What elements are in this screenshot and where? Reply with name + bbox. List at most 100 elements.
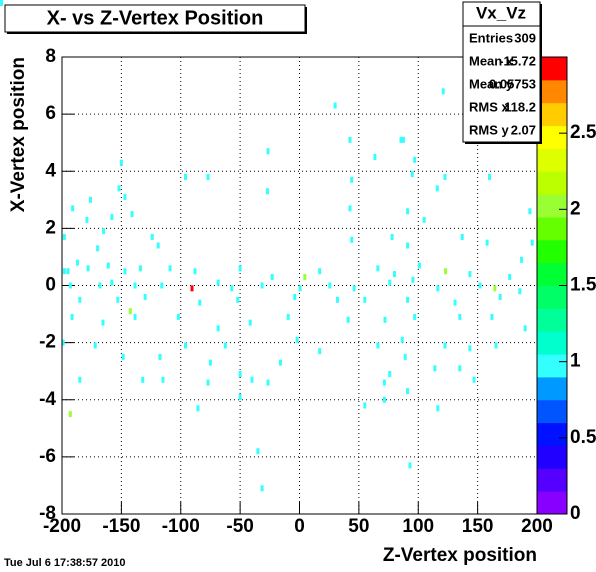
cell (468, 271, 472, 278)
cell (66, 268, 70, 275)
cell (75, 259, 79, 266)
cell (433, 365, 437, 372)
cell (490, 313, 494, 320)
cell (156, 242, 160, 249)
cell (441, 88, 445, 95)
cell (85, 216, 89, 223)
cell (411, 276, 415, 283)
y-axis-title: X-Vertex position (8, 57, 29, 212)
cell (406, 242, 410, 249)
cell (61, 339, 65, 346)
cell (382, 396, 386, 403)
cell (68, 282, 72, 289)
stats-label: RMS y (469, 122, 510, 137)
cell (110, 279, 114, 286)
cell (150, 233, 154, 240)
palette-band (537, 331, 567, 355)
stats-label: Mean x (469, 53, 514, 68)
cell (410, 171, 414, 178)
cell (236, 296, 240, 303)
cell (193, 268, 197, 275)
cell (413, 156, 417, 163)
palette-band (537, 79, 567, 104)
cell (390, 233, 394, 240)
cell (141, 376, 145, 383)
z-tick-label: 2.5 (570, 122, 596, 143)
palette-band (537, 308, 567, 332)
cell (0, 0, 3, 6)
cell (417, 262, 421, 269)
palette-band (537, 491, 567, 515)
stats-label: Entries (469, 30, 513, 45)
cell (520, 256, 524, 263)
cell (444, 268, 448, 275)
stats-label: Mean y (469, 76, 514, 91)
cell (403, 353, 407, 360)
cell (318, 348, 322, 355)
palette-band (537, 285, 567, 309)
z-tick-label: 0 (570, 503, 581, 524)
y-tick-label: -4 (39, 389, 56, 410)
x-tick-label: -50 (226, 516, 253, 537)
cell (96, 245, 100, 252)
cell (399, 136, 403, 143)
cell (198, 299, 202, 306)
title-frame (4, 4, 306, 33)
x-tick-label: 100 (402, 516, 434, 537)
cell (184, 342, 187, 349)
cell (348, 205, 352, 212)
cell (230, 285, 234, 292)
y-tick-label: 0 (45, 275, 56, 296)
palette-band (537, 171, 567, 195)
cell (160, 282, 164, 289)
palette-band (537, 376, 567, 401)
cell (348, 136, 352, 143)
cell (406, 208, 410, 215)
cell (128, 308, 132, 315)
cell (133, 313, 137, 320)
cell (78, 296, 82, 303)
x-tick-label: -100 (162, 516, 200, 537)
cell (168, 265, 172, 272)
plot-area (0, 0, 538, 515)
cell (478, 282, 482, 289)
cell (494, 342, 498, 349)
palette-band (537, 468, 567, 492)
cell (176, 313, 180, 320)
cell (206, 379, 210, 386)
x-tick-label: -200 (43, 516, 81, 537)
cell (518, 288, 522, 295)
palette-band (537, 194, 567, 218)
cell (196, 405, 200, 412)
palette-band (537, 125, 567, 149)
cell (238, 265, 242, 272)
cell (443, 173, 447, 180)
cell (376, 265, 380, 272)
cell (363, 402, 367, 409)
cell (508, 273, 512, 280)
palette-band (537, 422, 567, 446)
cell (458, 365, 462, 372)
cell (158, 353, 162, 360)
cell (116, 296, 120, 303)
cell (123, 193, 127, 200)
cell (86, 265, 90, 272)
cell (443, 342, 447, 349)
cell (436, 285, 440, 292)
cell (436, 405, 440, 412)
cell (130, 211, 134, 218)
cell (270, 273, 274, 280)
cell (216, 325, 220, 332)
cell (101, 319, 105, 326)
cell (70, 313, 74, 320)
cell (468, 345, 472, 352)
cell (393, 271, 396, 278)
cell (485, 239, 489, 246)
cell (498, 293, 502, 300)
cell (388, 279, 392, 286)
cell (265, 188, 269, 195)
y-tick-label: -2 (39, 332, 56, 353)
cell (161, 376, 165, 383)
cell (121, 353, 125, 360)
palette-band (537, 445, 567, 469)
